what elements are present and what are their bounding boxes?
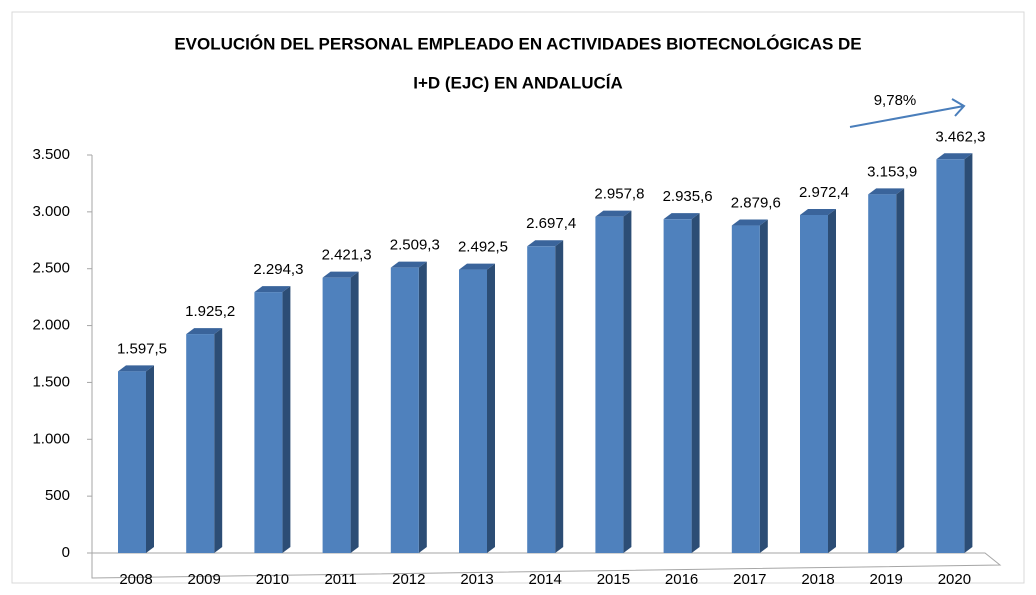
bar-top bbox=[868, 188, 905, 195]
x-tick-label: 2018 bbox=[801, 571, 834, 588]
x-tick-label: 2020 bbox=[938, 571, 971, 588]
data-label: 2.957,8 bbox=[594, 186, 644, 203]
bar-side bbox=[691, 213, 700, 553]
bar-side bbox=[623, 210, 632, 553]
bar-side bbox=[828, 208, 836, 553]
bar bbox=[322, 277, 351, 553]
bar-top bbox=[663, 213, 700, 220]
chart-title: EVOLUCIÓN DEL PERSONAL EMPLEADO EN ACTIV… bbox=[174, 34, 861, 53]
bar-top bbox=[390, 261, 427, 268]
bar bbox=[868, 194, 897, 554]
x-tick-label: 2010 bbox=[256, 571, 289, 588]
x-tick-label: 2014 bbox=[529, 571, 562, 588]
bar-top bbox=[254, 286, 291, 293]
x-tick-label: 2011 bbox=[324, 571, 356, 588]
annotation: 9,78% bbox=[874, 92, 917, 109]
bar-side bbox=[350, 271, 359, 553]
x-tick-label: 2012 bbox=[392, 571, 425, 588]
y-tick-label: 500 bbox=[45, 487, 70, 504]
x-tick-label: 2013 bbox=[460, 571, 493, 588]
x-tick-label: 2019 bbox=[870, 571, 903, 588]
x-tick-label: 2009 bbox=[188, 571, 221, 588]
bar-side bbox=[214, 328, 223, 553]
bar bbox=[936, 159, 965, 553]
bar-top bbox=[118, 365, 154, 372]
data-label: 1.597,5 bbox=[117, 340, 167, 357]
data-label: 3.462,3 bbox=[935, 128, 985, 145]
bar bbox=[459, 269, 487, 553]
y-tick-label: 0 bbox=[62, 544, 70, 561]
data-label: 2.879,6 bbox=[731, 195, 781, 212]
bar-side bbox=[555, 240, 564, 553]
bar bbox=[663, 219, 692, 553]
bar bbox=[186, 334, 215, 553]
bar-side bbox=[418, 261, 427, 553]
bar-top bbox=[186, 328, 223, 335]
bar-side bbox=[282, 286, 291, 553]
x-tick-label: 2015 bbox=[597, 571, 630, 588]
bar-side bbox=[759, 219, 768, 553]
y-tick-label: 3.500 bbox=[32, 146, 70, 163]
y-tick-label: 2.000 bbox=[32, 317, 70, 334]
bar-top bbox=[459, 263, 495, 270]
bar-side bbox=[487, 263, 495, 553]
data-label: 3.153,9 bbox=[867, 163, 917, 180]
y-tick-label: 2.500 bbox=[32, 260, 70, 277]
data-label: 1.925,2 bbox=[185, 303, 235, 320]
bar bbox=[390, 267, 419, 553]
y-tick-label: 1.000 bbox=[32, 430, 70, 447]
chart-title: I+D (EJC) EN ANDALUCÍA bbox=[413, 73, 623, 92]
chart-border bbox=[11, 11, 1025, 584]
bar bbox=[118, 371, 146, 553]
bar-side bbox=[146, 365, 154, 553]
data-label: 2.492,5 bbox=[458, 239, 508, 256]
bar bbox=[800, 214, 828, 553]
data-label: 2.509,3 bbox=[390, 237, 440, 254]
bar bbox=[595, 216, 624, 553]
bar-top bbox=[527, 240, 564, 247]
data-label: 2.421,3 bbox=[322, 247, 372, 264]
annotation-arrow bbox=[849, 98, 966, 128]
bar-top bbox=[800, 208, 836, 215]
data-label: 2.697,4 bbox=[526, 215, 576, 232]
bar-top bbox=[595, 210, 632, 217]
x-tick-label: 2008 bbox=[119, 571, 152, 588]
bar-side bbox=[896, 188, 905, 554]
bar-top bbox=[322, 271, 359, 278]
x-tick-label: 2017 bbox=[733, 571, 766, 588]
bar-top bbox=[731, 219, 768, 226]
bar-side bbox=[964, 153, 973, 553]
bar bbox=[731, 225, 760, 553]
bar bbox=[527, 246, 556, 553]
data-label: 2.972,4 bbox=[799, 184, 849, 201]
bar bbox=[254, 292, 283, 553]
y-tick-label: 3.000 bbox=[32, 203, 70, 220]
data-label: 2.294,3 bbox=[253, 261, 303, 278]
x-tick-label: 2016 bbox=[665, 571, 698, 588]
data-label: 2.935,6 bbox=[663, 188, 713, 205]
bar-top bbox=[936, 153, 973, 160]
y-tick-label: 1.500 bbox=[32, 373, 70, 390]
